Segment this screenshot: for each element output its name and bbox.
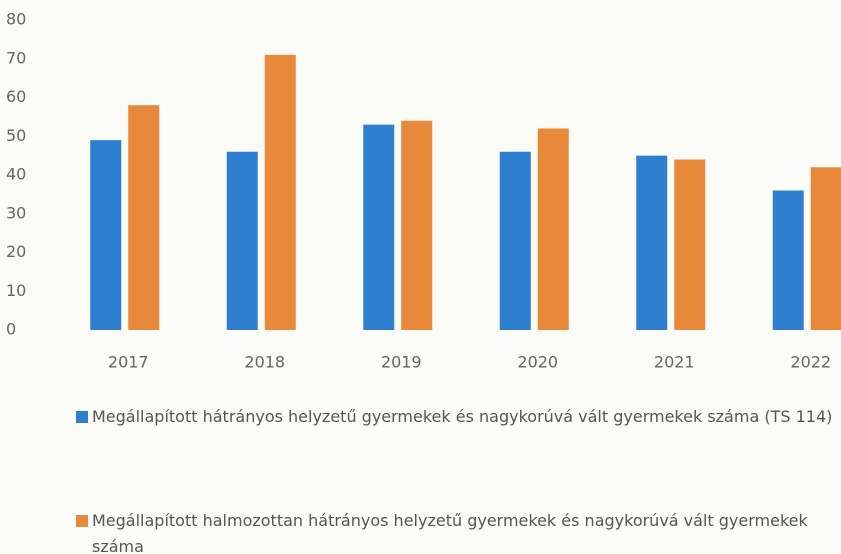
y-tick-label: 20 <box>6 242 26 261</box>
bar <box>537 128 569 330</box>
bar <box>90 140 122 330</box>
x-tick-label: 2017 <box>108 353 149 372</box>
y-tick-label: 80 <box>6 10 26 29</box>
bar <box>226 151 258 330</box>
y-tick-label: 70 <box>6 48 26 67</box>
legend-swatch <box>76 515 88 527</box>
legend-item: Megállapított halmozottan hátrányos hely… <box>76 508 836 554</box>
legend-swatch <box>76 411 88 423</box>
legend-label: Megállapított halmozottan hátrányos hely… <box>92 511 808 554</box>
bar <box>772 190 804 330</box>
x-tick-label: 2021 <box>654 353 695 372</box>
x-tick-label: 2020 <box>517 353 558 372</box>
x-tick-label: 2019 <box>381 353 422 372</box>
bar <box>128 105 160 330</box>
y-tick-label: 30 <box>6 203 26 222</box>
y-tick-label: 50 <box>6 126 26 145</box>
bar <box>674 159 706 330</box>
bar <box>636 155 668 330</box>
legend-label: Megállapított hátrányos helyzetű gyermek… <box>92 407 833 426</box>
bar <box>363 124 395 330</box>
x-tick-label: 2022 <box>790 353 831 372</box>
y-tick-label: 40 <box>6 165 26 184</box>
y-tick-label: 10 <box>6 281 26 300</box>
x-tick-label: 2018 <box>244 353 285 372</box>
y-tick-label: 60 <box>6 87 26 106</box>
y-tick-label: 0 <box>6 320 16 339</box>
legend-item: Megállapított hátrányos helyzetű gyermek… <box>76 404 836 430</box>
bar <box>499 151 531 330</box>
bar <box>401 120 433 330</box>
bar <box>264 54 296 330</box>
bar <box>810 167 841 330</box>
chart: 0 10 20 30 40 50 60 70 80 2017 2018 2019 2020 2021 202… <box>6 10 841 372</box>
